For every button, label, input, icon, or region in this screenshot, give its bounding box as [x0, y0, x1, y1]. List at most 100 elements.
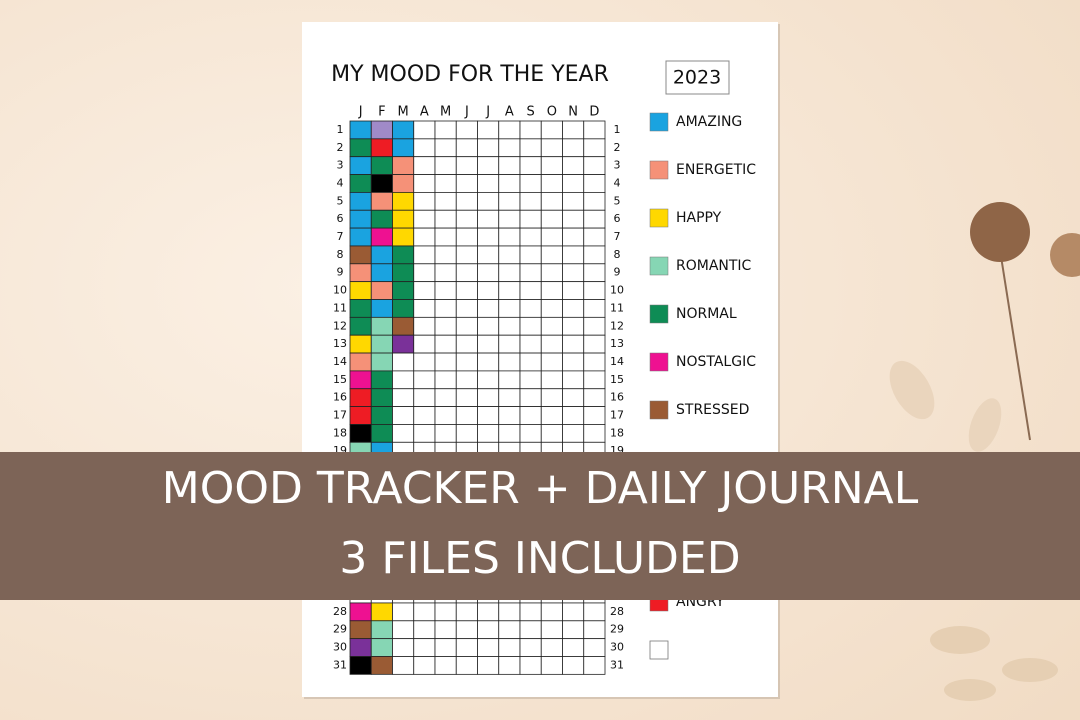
cell: [540, 209, 563, 229]
cell: [498, 191, 521, 211]
cell: [519, 638, 542, 657]
banner-line: 3 FILES INCLUDED: [339, 533, 740, 584]
cell: [562, 388, 585, 408]
legend-swatch: [649, 400, 669, 420]
day-label: 3: [614, 159, 621, 172]
cell: [562, 263, 585, 283]
cell: [477, 620, 500, 640]
cell: [455, 406, 478, 425]
cell: [413, 316, 436, 336]
cell: [540, 174, 563, 193]
cell: [498, 334, 521, 354]
cell: [498, 620, 521, 640]
cell: [370, 227, 393, 247]
day-label: 3: [337, 159, 344, 172]
cell: [349, 620, 372, 640]
cell: [540, 138, 563, 158]
cell: [540, 424, 563, 443]
cell: [413, 620, 436, 640]
cell: [413, 656, 436, 675]
cell: [562, 299, 585, 318]
cell: [370, 263, 393, 283]
cell: [519, 602, 542, 622]
cell: [583, 656, 606, 675]
day-label: 10: [333, 284, 347, 297]
cell: [392, 620, 415, 640]
cell: [455, 245, 478, 265]
cell: [519, 245, 542, 265]
cell: [370, 316, 393, 336]
cell: [370, 602, 393, 622]
cell: [349, 227, 372, 247]
cell: [349, 156, 372, 175]
cell: [498, 120, 521, 140]
legend-label: ENERGETIC: [676, 162, 756, 178]
cell: [370, 334, 393, 354]
cell: [392, 174, 415, 193]
cell: [434, 638, 457, 657]
cell: [434, 209, 457, 229]
cell: [413, 370, 436, 390]
cell: [583, 424, 606, 443]
day-label: 11: [333, 301, 347, 314]
month-label: J: [464, 105, 469, 120]
cell: [413, 227, 436, 247]
cell: [455, 316, 478, 336]
cell: [540, 281, 563, 300]
cell: [434, 316, 457, 336]
day-label: 5: [614, 194, 621, 207]
cell: [455, 281, 478, 300]
cell: [477, 138, 500, 158]
cell: [477, 191, 500, 211]
cell: [455, 156, 478, 175]
cell: [519, 263, 542, 283]
cell: [349, 316, 372, 336]
day-label: 11: [610, 301, 624, 314]
cell: [562, 406, 585, 425]
cell: [455, 263, 478, 283]
cell: [519, 406, 542, 425]
month-label: J: [485, 105, 490, 120]
cell: [540, 191, 563, 211]
cell: [477, 209, 500, 229]
cell: [562, 424, 585, 443]
cell: [540, 334, 563, 354]
cell: [413, 174, 436, 193]
day-label: 1: [337, 123, 344, 136]
cell: [392, 138, 415, 158]
day-label: 14: [610, 355, 624, 368]
day-label: 12: [333, 319, 347, 332]
cell: [455, 638, 478, 657]
cell: [540, 316, 563, 336]
cell: [434, 263, 457, 283]
cell: [455, 370, 478, 390]
cell: [370, 299, 393, 318]
cell: [434, 334, 457, 354]
cell: [562, 120, 585, 140]
cell: [583, 209, 606, 229]
day-label: 13: [610, 337, 624, 350]
cell: [519, 120, 542, 140]
legend-label: AMAZING: [676, 114, 742, 130]
cell: [349, 406, 372, 425]
legend-swatch: [649, 208, 669, 228]
cell: [540, 370, 563, 390]
cell: [519, 191, 542, 211]
cell: [370, 191, 393, 211]
cell: [349, 281, 372, 300]
cell: [392, 245, 415, 265]
cell: [455, 620, 478, 640]
day-label: 29: [333, 623, 347, 636]
cell: [434, 388, 457, 408]
cell: [455, 602, 478, 622]
cell: [349, 138, 372, 158]
cell: [392, 209, 415, 229]
cell: [583, 406, 606, 425]
cell: [349, 209, 372, 229]
year-box: [665, 60, 730, 95]
day-label: 7: [614, 230, 621, 243]
day-label: 18: [333, 426, 347, 439]
cell: [370, 406, 393, 425]
day-label: 29: [610, 623, 624, 636]
